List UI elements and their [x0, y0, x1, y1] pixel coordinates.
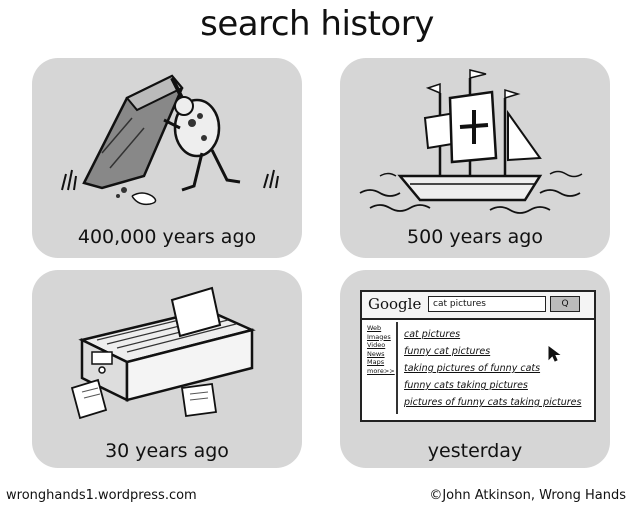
- result-link[interactable]: cat pictures: [404, 329, 461, 340]
- google-search-window: Google cat pictures Q Web Images Video N…: [360, 290, 596, 422]
- category-link-maps[interactable]: Maps: [367, 358, 385, 366]
- search-results: cat pictures funny cat pictures taking p…: [404, 326, 590, 411]
- sailing-ship-illustration: [359, 69, 583, 214]
- category-link-more[interactable]: more>>: [367, 366, 395, 375]
- result-link[interactable]: funny cats taking pictures: [404, 380, 528, 391]
- category-link-web[interactable]: Web: [367, 324, 382, 332]
- result-link[interactable]: taking pictures of funny cats: [404, 363, 541, 374]
- caption-500-years: 500 years ago: [407, 226, 543, 248]
- comic-title: search history: [200, 4, 434, 44]
- search-input[interactable]: cat pictures: [428, 296, 546, 312]
- panel-stone-age: 400,000 years ago: [32, 58, 302, 258]
- category-link-images[interactable]: Images: [367, 332, 391, 341]
- caption-30-years: 30 years ago: [105, 440, 229, 462]
- panel-ship: 500 years ago: [340, 58, 610, 258]
- google-logo: Google: [368, 295, 422, 313]
- mouse-cursor-icon: [548, 346, 561, 362]
- google-category-links: Web Images Video News Maps more>>: [367, 324, 395, 375]
- caveman-stone-illustration: [61, 74, 279, 206]
- google-header-bar: Google cat pictures Q: [362, 292, 594, 320]
- result-link[interactable]: funny cat pictures: [404, 346, 491, 357]
- footer-website: wronghands1.wordpress.com: [6, 488, 197, 503]
- search-button[interactable]: Q: [550, 296, 580, 312]
- footer-copyright: ©John Atkinson, Wrong Hands: [429, 488, 626, 503]
- panel-google: Google cat pictures Q Web Images Video N…: [340, 270, 610, 468]
- caption-400000-years: 400,000 years ago: [77, 226, 257, 248]
- divider: [396, 322, 398, 414]
- panel-card-catalog: 30 years ago: [32, 270, 302, 468]
- caption-yesterday: yesterday: [427, 440, 523, 462]
- result-link[interactable]: pictures of funny cats taking pictures: [404, 397, 582, 408]
- card-catalog-drawer-illustration: [70, 286, 256, 420]
- category-link-video[interactable]: Video: [367, 341, 386, 349]
- category-link-news[interactable]: News: [367, 349, 385, 358]
